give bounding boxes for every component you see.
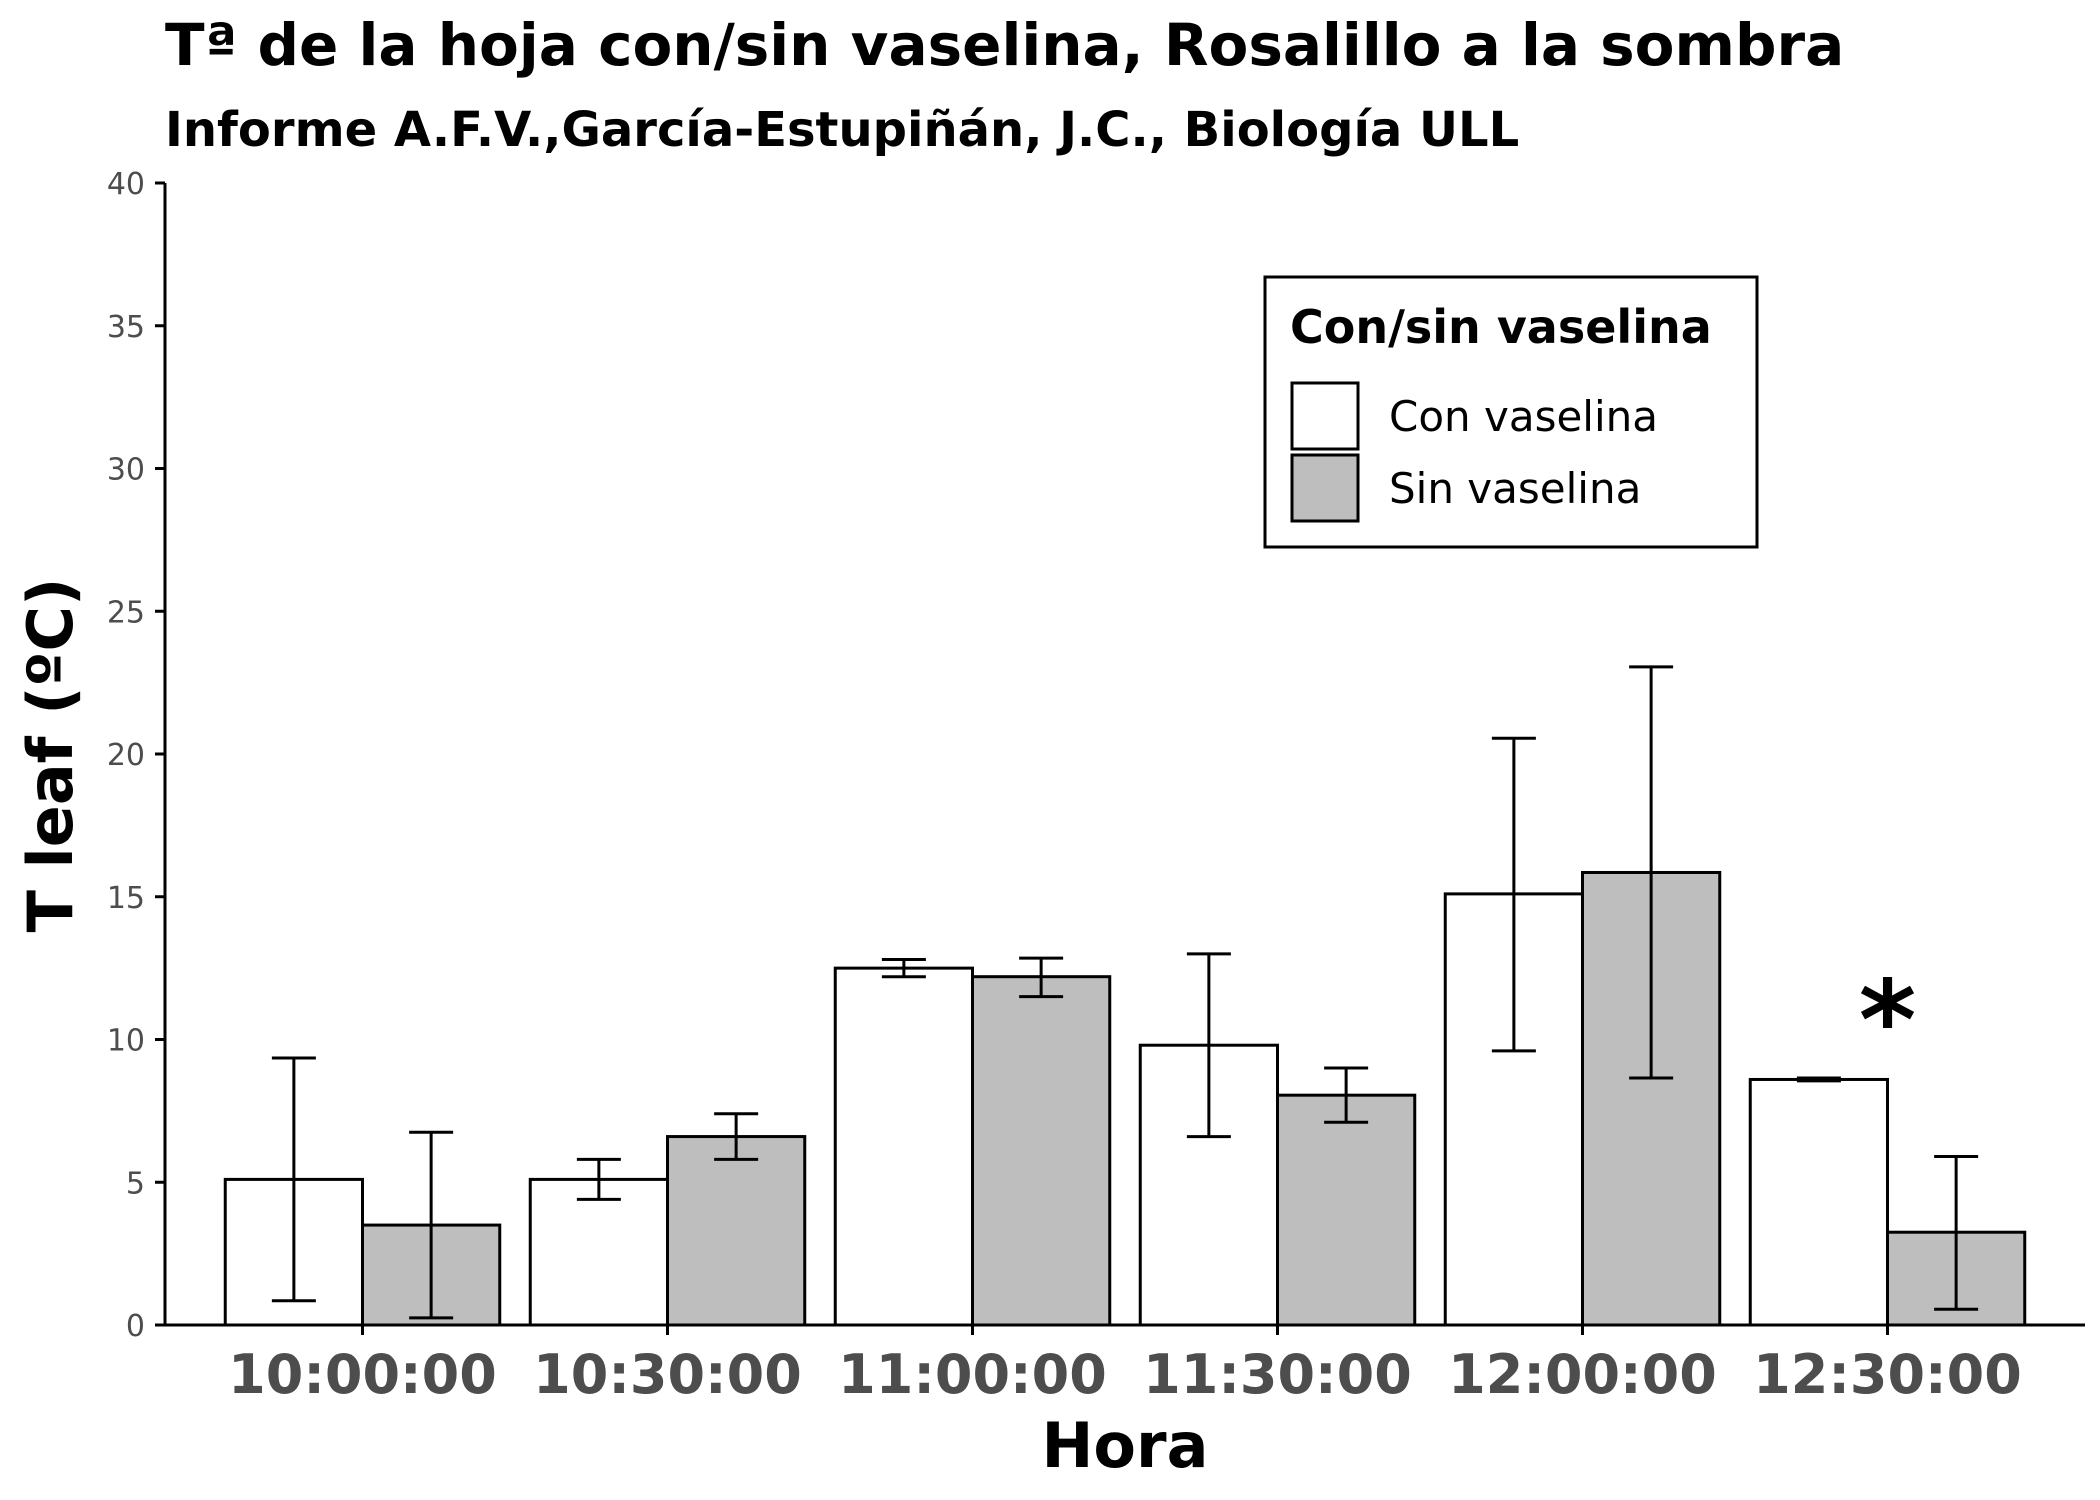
bar-sin-vaselina-1 [666,1135,807,1327]
chart-title: Tª de la hoja con/sin vaselina, Rosalill… [165,11,1844,79]
error-bar-con-vaselina-1 [576,1157,621,1201]
error-bar-sin-vaselina-5 [1934,1155,1979,1311]
bar-con-vaselina-5 [1748,1077,1889,1327]
annotations-layer: * [1859,957,1917,1085]
y-tick-label-0: 0 [126,1309,145,1344]
error-bar-con-vaselina-3 [1186,952,1231,1139]
y-tick-label-5: 25 [107,595,145,630]
y-tick-label-1: 5 [126,1166,145,1201]
bars-layer [223,870,2027,1327]
error-bar-con-vaselina-2 [881,958,926,979]
y-tick-label-6: 30 [107,453,145,488]
error-bar-sin-vaselina-1 [714,1112,759,1161]
error-bar-sin-vaselina-4 [1629,665,1674,1080]
error-bar-con-vaselina-0 [271,1056,316,1303]
bar-sin-vaselina-3 [1276,1093,1417,1327]
bar-con-vaselina-2 [833,966,974,1327]
error-bar-con-vaselina-5 [1796,1076,1841,1083]
x-tick-label-3: 11:30:00 [1143,1343,1412,1406]
legend: Con/sin vaselina Con vaselina Sin vaseli… [1263,275,1759,549]
y-tick-label-3: 15 [107,881,145,916]
significance-annotation-0: * [1859,957,1917,1085]
chart-subtitle: Informe A.F.V.,García-Estupiñán, J.C., B… [165,102,1519,158]
y-tick-label-8: 40 [107,167,145,202]
legend-label-con-vaselina: Con vaselina [1389,392,1658,441]
y-tick-label-7: 35 [107,310,145,345]
legend-title: Con/sin vaselina [1290,300,1712,354]
error-bar-sin-vaselina-3 [1324,1066,1369,1124]
x-tick-label-2: 11:00:00 [838,1343,1107,1406]
error-bar-sin-vaselina-2 [1019,956,1064,999]
error-bar-sin-vaselina-0 [409,1130,454,1320]
error-bars-layer [271,665,1979,1320]
legend-label-sin-vaselina: Sin vaselina [1389,464,1641,513]
error-bar-con-vaselina-4 [1491,736,1536,1053]
x-tick-label-5: 12:30:00 [1753,1343,2022,1406]
x-tick-label-0: 10:00:00 [228,1343,497,1406]
legend-swatch-con-vaselina [1290,381,1360,451]
x-axis-ticks: 10:00:00 10:30:00 11:00:00 11:30:00 12:00:00… [228,1325,2022,1406]
y-axis-title: T leaf (ºC) [14,578,87,933]
y-tick-label-4: 20 [107,738,145,773]
x-tick-label-4: 12:00:00 [1448,1343,1717,1406]
bar-sin-vaselina-2 [971,975,1112,1327]
x-tick-label-1: 10:30:00 [533,1343,802,1406]
y-axis-ticks: 0 5 10 15 20 25 30 35 40 [107,167,165,1344]
legend-swatch-sin-vaselina [1290,453,1360,523]
bar-con-vaselina-1 [528,1177,669,1327]
y-tick-label-2: 10 [107,1024,145,1059]
x-axis-title: Hora [1042,1409,1209,1482]
